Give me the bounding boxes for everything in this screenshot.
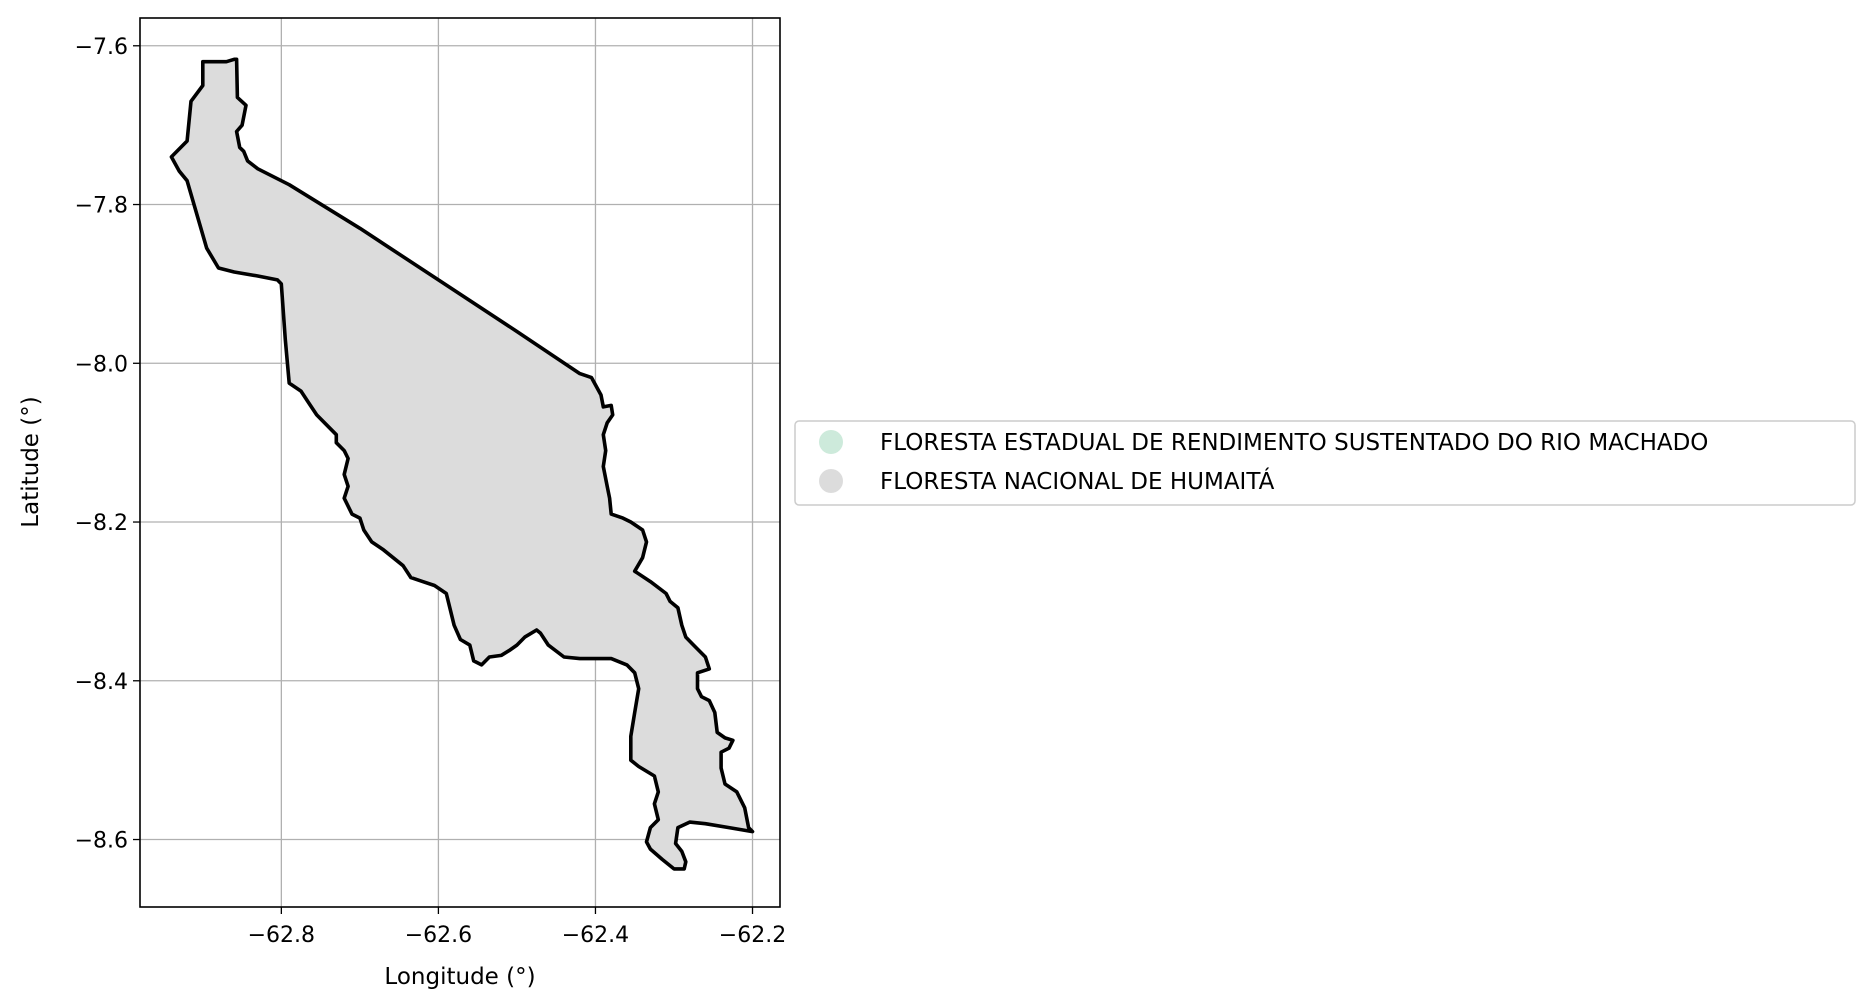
- legend: FLORESTA ESTADUAL DE RENDIMENTO SUSTENTA…: [794, 420, 1856, 506]
- x-tick-label: −62.4: [562, 923, 629, 948]
- y-tick-label: −8.4: [75, 670, 128, 695]
- x-axis-title: Longitude (°): [384, 964, 535, 990]
- y-tick-label: −7.6: [75, 35, 128, 60]
- y-tick-label: −8.2: [75, 511, 128, 536]
- x-tick-label: −62.6: [405, 923, 472, 948]
- legend-label-rio-machado: FLORESTA ESTADUAL DE RENDIMENTO SUSTENTA…: [880, 430, 1708, 456]
- y-tick-label: −8.0: [75, 352, 128, 377]
- y-axis-title: Latitude (°): [18, 396, 44, 527]
- y-axis-ticks: −7.6 −7.8 −8.0 −8.2 −8.4 −8.6: [75, 35, 140, 854]
- x-axis-ticks: −62.8 −62.6 −62.4 −62.2: [248, 907, 786, 948]
- region-floresta-nacional-de-humaita: [169, 57, 755, 871]
- legend-marker-rio-machado: [819, 430, 843, 454]
- legend-marker-humaita: [819, 469, 843, 493]
- map-regions: [169, 57, 755, 871]
- y-tick-label: −7.8: [75, 194, 128, 219]
- x-tick-label: −62.8: [248, 923, 315, 948]
- y-tick-label: −8.6: [75, 829, 128, 854]
- legend-frame: [794, 420, 1856, 506]
- legend-label-humaita: FLORESTA NACIONAL DE HUMAITÁ: [880, 467, 1275, 495]
- x-tick-label: −62.2: [719, 923, 786, 948]
- plot-frame: [139, 17, 781, 908]
